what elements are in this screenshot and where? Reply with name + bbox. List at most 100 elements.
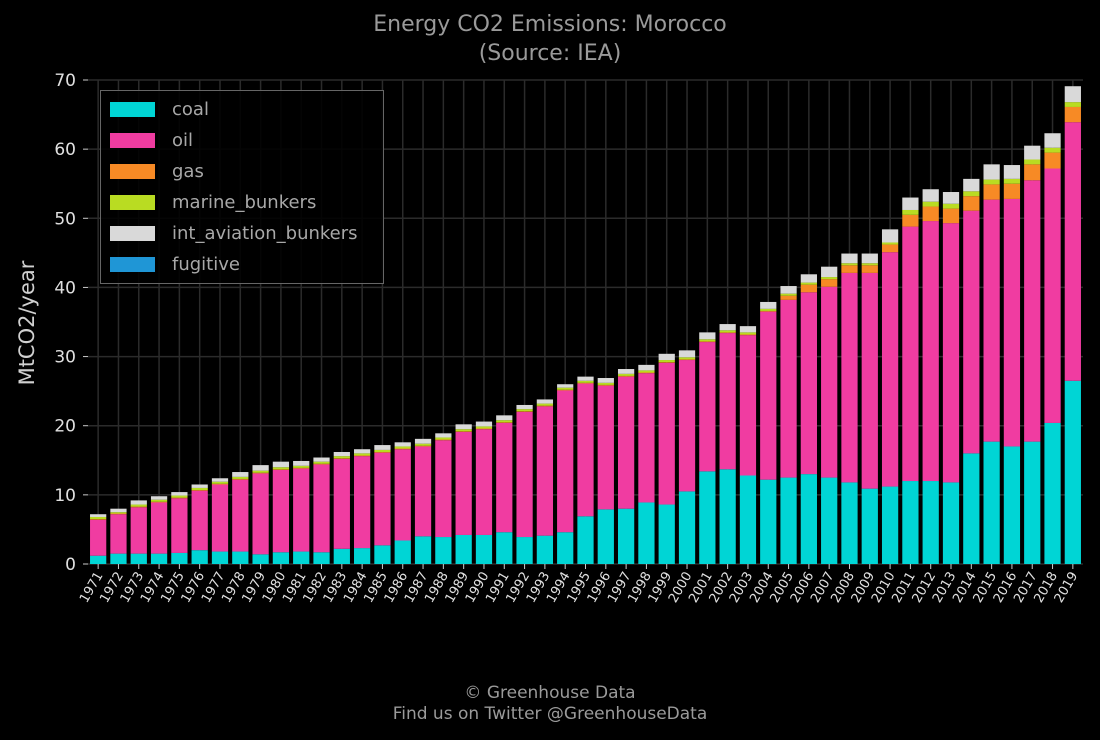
- bar-oil-1992: [516, 411, 533, 538]
- bar-gas-1992: [516, 411, 533, 412]
- bar-marine_bunkers-2012: [922, 201, 939, 207]
- legend: coal oil gas marine_bunkers int_aviation…: [100, 90, 384, 284]
- bar-gas-2018: [1044, 152, 1061, 169]
- bar-int_aviation_bunkers-2010: [881, 229, 899, 243]
- bar-coal-1999: [658, 504, 675, 564]
- bar-marine_bunkers-1976: [191, 487, 208, 491]
- bar-int_aviation_bunkers-1998: [638, 364, 655, 371]
- bar-marine_bunkers-2019: [1064, 102, 1081, 107]
- bar-gas-1986: [394, 448, 411, 450]
- bar-int_aviation_bunkers-1994: [557, 384, 574, 388]
- bar-int_aviation_bunkers-2003: [739, 326, 757, 333]
- legend-item-int-aviation-bunkers: int_aviation_bunkers: [110, 222, 358, 244]
- bar-oil-1974: [150, 502, 168, 554]
- bar-marine_bunkers-1984: [354, 453, 371, 456]
- bar-coal-1995: [577, 516, 594, 564]
- legend-swatch-oil: [110, 132, 155, 148]
- bar-gas-1977: [211, 483, 229, 485]
- bar-gas-2015: [983, 184, 1000, 200]
- bar-int_aviation_bunkers-2017: [1024, 145, 1041, 160]
- bar-coal-2012: [922, 481, 939, 564]
- bar-oil-1979: [252, 473, 269, 555]
- bar-coal-1978: [232, 551, 249, 564]
- bar-gas-2002: [719, 332, 736, 334]
- bar-gas-1997: [617, 375, 635, 377]
- bar-marine_bunkers-2009: [861, 263, 878, 266]
- bar-oil-2017: [1024, 180, 1041, 442]
- bar-marine_bunkers-2003: [739, 332, 757, 335]
- bar-coal-2002: [719, 469, 736, 564]
- bar-coal-1996: [597, 509, 614, 564]
- y-tick-label-70: 70: [54, 71, 76, 91]
- bar-oil-2008: [841, 272, 858, 483]
- bar-gas-1988: [435, 439, 452, 441]
- bar-coal-2000: [678, 491, 696, 564]
- bar-oil-2004: [760, 311, 777, 480]
- bar-int_aviation_bunkers-1988: [435, 433, 452, 438]
- bar-marine_bunkers-1979: [252, 470, 269, 473]
- legend-swatch-int-aviation-bunkers: [110, 225, 155, 241]
- bar-marine_bunkers-1987: [414, 443, 432, 446]
- bar-marine_bunkers-2014: [963, 191, 980, 197]
- bar-gas-2005: [780, 295, 797, 300]
- bar-marine_bunkers-1989: [455, 429, 472, 432]
- bar-gas-1974: [150, 501, 168, 503]
- bar-marine_bunkers-2010: [881, 242, 899, 245]
- bar-int_aviation_bunkers-1981: [293, 460, 310, 466]
- bar-int_aviation_bunkers-1997: [617, 369, 635, 374]
- bar-coal-2017: [1024, 441, 1041, 564]
- bar-oil-1980: [272, 469, 290, 553]
- bar-int_aviation_bunkers-2011: [902, 197, 919, 210]
- bar-marine_bunkers-1995: [577, 380, 594, 383]
- legend-item-coal: coal: [110, 98, 209, 120]
- bar-coal-1994: [557, 532, 574, 564]
- bar-coal-2018: [1044, 422, 1061, 564]
- bar-coal-1992: [516, 537, 533, 564]
- bar-int_aviation_bunkers-1993: [536, 399, 554, 404]
- bar-coal-2004: [760, 479, 777, 564]
- bar-coal-1990: [475, 534, 493, 564]
- bar-marine_bunkers-1972: [110, 512, 127, 514]
- bar-int_aviation_bunkers-1984: [354, 449, 371, 454]
- bar-coal-1985: [374, 545, 391, 564]
- bar-int_aviation_bunkers-1979: [252, 465, 269, 471]
- bar-oil-2019: [1064, 122, 1081, 381]
- bar-marine_bunkers-1973: [130, 504, 147, 507]
- bar-gas-1983: [333, 458, 350, 459]
- legend-label-oil: oil: [172, 129, 194, 151]
- bar-coal-1975: [171, 552, 188, 564]
- bar-coal-2013: [942, 482, 960, 564]
- bar-gas-1975: [171, 497, 188, 499]
- bar-oil-1988: [435, 440, 452, 538]
- bar-int_aviation_bunkers-1978: [232, 472, 249, 477]
- bar-marine_bunkers-2000: [678, 357, 696, 360]
- legend-label-fugitive: fugitive: [172, 253, 240, 275]
- bar-gas-1972: [110, 513, 127, 515]
- bar-coal-1976: [191, 550, 208, 564]
- legend-item-gas: gas: [110, 160, 204, 182]
- bar-gas-1984: [354, 455, 371, 457]
- bar-int_aviation_bunkers-2014: [963, 178, 980, 192]
- bar-oil-2003: [739, 335, 757, 476]
- bar-marine_bunkers-1992: [516, 409, 533, 412]
- bar-int_aviation_bunkers-2004: [760, 301, 777, 309]
- legend-item-fugitive: fugitive: [110, 253, 240, 275]
- bar-int_aviation_bunkers-1985: [374, 445, 391, 450]
- bar-gas-1989: [455, 431, 472, 432]
- bar-oil-1978: [232, 479, 249, 552]
- bar-gas-2013: [942, 208, 960, 224]
- bar-gas-1971: [90, 519, 107, 520]
- bar-oil-1984: [354, 456, 371, 549]
- y-tick-label-50: 50: [54, 209, 76, 229]
- bar-marine_bunkers-1990: [475, 426, 493, 429]
- bar-gas-1982: [313, 463, 330, 465]
- bar-coal-1981: [293, 551, 310, 564]
- bar-marine_bunkers-1998: [638, 370, 655, 373]
- bar-oil-1990: [475, 429, 493, 535]
- bar-gas-1991: [496, 422, 513, 423]
- bar-oil-1989: [455, 431, 472, 535]
- bar-marine_bunkers-1994: [557, 387, 574, 390]
- bar-int_aviation_bunkers-1983: [333, 451, 350, 457]
- bar-oil-1982: [313, 464, 330, 553]
- bar-int_aviation_bunkers-1977: [211, 478, 229, 482]
